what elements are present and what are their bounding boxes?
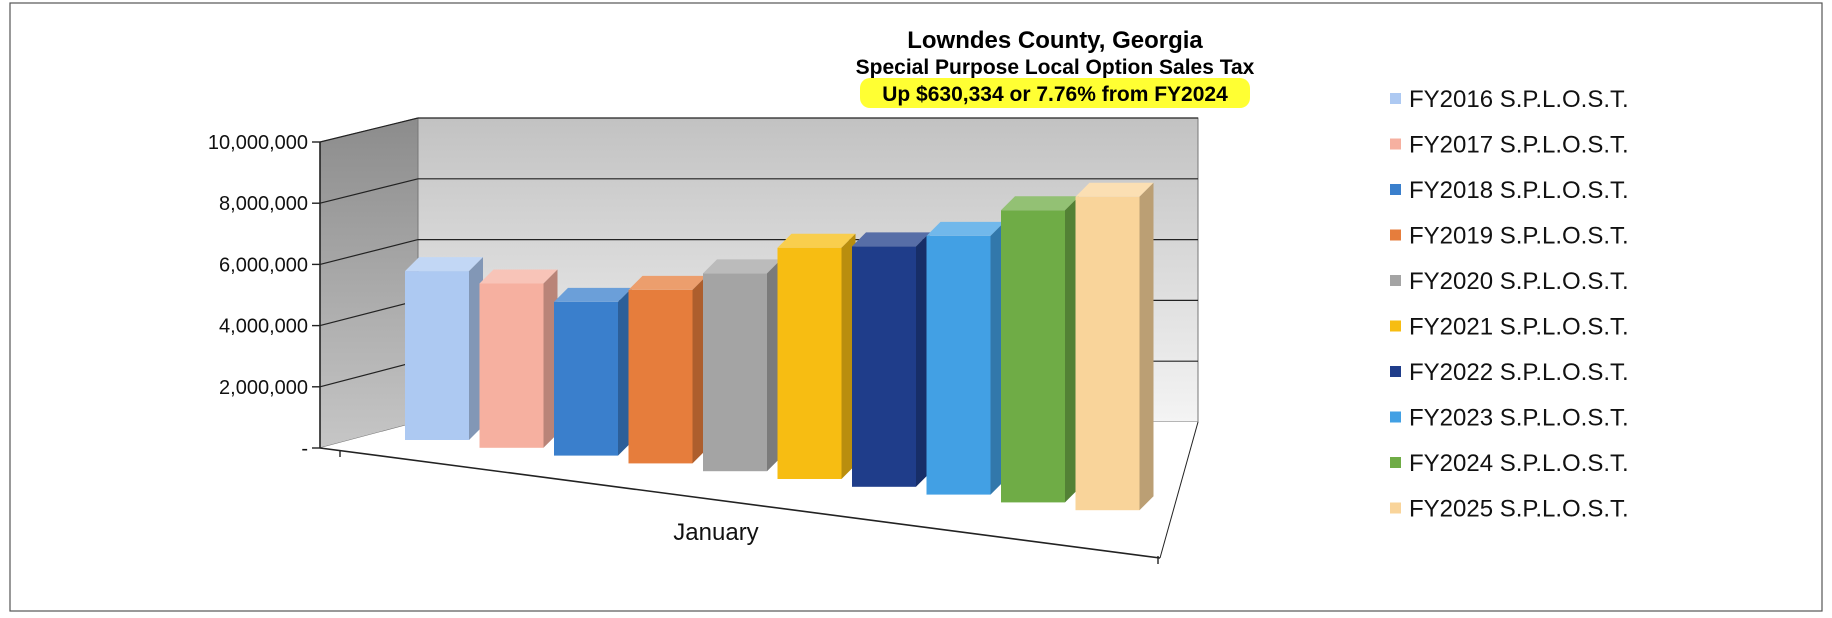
legend: FY2016 S.P.L.O.S.T. FY2017 S.P.L.O.S.T. FY… <box>1390 86 1629 523</box>
bar-front-face <box>777 247 842 479</box>
bar-top-face <box>405 257 483 272</box>
bar-fy2019 <box>628 275 707 464</box>
bar-top-face <box>479 269 558 284</box>
bar-fy2016 <box>405 257 483 440</box>
bar-fy2018 <box>554 287 632 456</box>
bar-fy2024 <box>1001 196 1079 503</box>
legend-label: FY2019 S.P.L.O.S.T. <box>1409 223 1629 250</box>
y-tick-label: 10,000,000 <box>208 132 308 154</box>
legend-swatch <box>1390 366 1401 377</box>
gridline-side <box>319 117 419 143</box>
gridline-side <box>319 178 419 204</box>
bar-top-face <box>703 259 781 274</box>
bar-front-face <box>554 301 618 456</box>
bar-front-face <box>405 271 469 440</box>
chart-frame <box>9 2 1823 612</box>
legend-label: FY2023 S.P.L.O.S.T. <box>1409 405 1629 432</box>
plot-side-wall <box>319 117 419 449</box>
y-tick-label: 8,000,000 <box>219 193 308 215</box>
chart-annotation: Up $630,334 or 7.76% from FY2024 <box>882 83 1228 106</box>
chart-subtitle: Special Purpose Local Option Sales Tax <box>856 56 1255 79</box>
bar-front-face <box>628 289 693 464</box>
legend-swatch <box>1390 320 1401 332</box>
y-tick-label: 2,000,000 <box>219 377 308 399</box>
bar-fy2022 <box>852 232 930 487</box>
legend-label: FY2020 S.P.L.O.S.T. <box>1409 268 1629 295</box>
legend-label: FY2017 S.P.L.O.S.T. <box>1409 132 1629 159</box>
gridline-side <box>319 360 419 388</box>
floor-right-edge <box>1159 421 1199 559</box>
bar-front-face <box>1075 196 1140 511</box>
legend-swatch <box>1390 138 1401 150</box>
bar-top-face <box>926 221 1005 236</box>
y-tick-label: 6,000,000 <box>219 254 308 276</box>
legend-swatch <box>1390 275 1401 286</box>
legend-label: FY2021 S.P.L.O.S.T. <box>1409 314 1629 341</box>
bar-top-face <box>777 233 856 248</box>
legend-swatch <box>1390 93 1401 104</box>
y-tick-label: 4,000,000 <box>219 316 308 338</box>
bars <box>405 182 1154 511</box>
x-axis-line <box>319 447 1161 559</box>
bar-top-face <box>852 232 930 247</box>
legend-label: FY2022 S.P.L.O.S.T. <box>1409 359 1629 386</box>
legend-swatch <box>1390 457 1401 468</box>
bar-fy2017 <box>479 269 558 448</box>
y-tick-label: - <box>301 438 308 460</box>
gridline-side <box>319 239 419 265</box>
bar-front-face <box>1001 210 1065 503</box>
bar-fy2021 <box>777 233 856 479</box>
chart-title: Lowndes County, Georgia <box>907 27 1203 54</box>
legend-label: FY2025 S.P.L.O.S.T. <box>1409 496 1629 523</box>
bar-front-face <box>479 283 544 448</box>
bar-front-face <box>703 273 767 472</box>
bar-front-face <box>852 246 916 487</box>
annotation-highlight <box>860 78 1250 108</box>
bar-front-face <box>926 235 991 495</box>
bar-fy2023 <box>926 221 1005 495</box>
bar-top-face <box>628 275 707 290</box>
legend-swatch <box>1390 184 1401 195</box>
legend-label: FY2024 S.P.L.O.S.T. <box>1409 450 1629 477</box>
legend-swatch <box>1390 229 1401 241</box>
legend-label: FY2018 S.P.L.O.S.T. <box>1409 177 1629 204</box>
bar-fy2025 <box>1075 182 1154 511</box>
legend-label: FY2016 S.P.L.O.S.T. <box>1409 86 1629 113</box>
y-axis-ticks: - 2,000,000 4,000,000 6,000,000 8,000,000 10,… <box>208 132 320 460</box>
gridline-side <box>319 299 419 327</box>
bar-top-face <box>1001 196 1079 211</box>
bar-fy2020 <box>703 259 781 472</box>
bar-side-face <box>1139 182 1154 511</box>
legend-swatch <box>1390 411 1401 423</box>
bar-top-face <box>554 287 632 302</box>
legend-swatch <box>1390 502 1401 514</box>
x-axis-category-label: January <box>673 519 758 546</box>
bar-top-face <box>1075 182 1154 197</box>
